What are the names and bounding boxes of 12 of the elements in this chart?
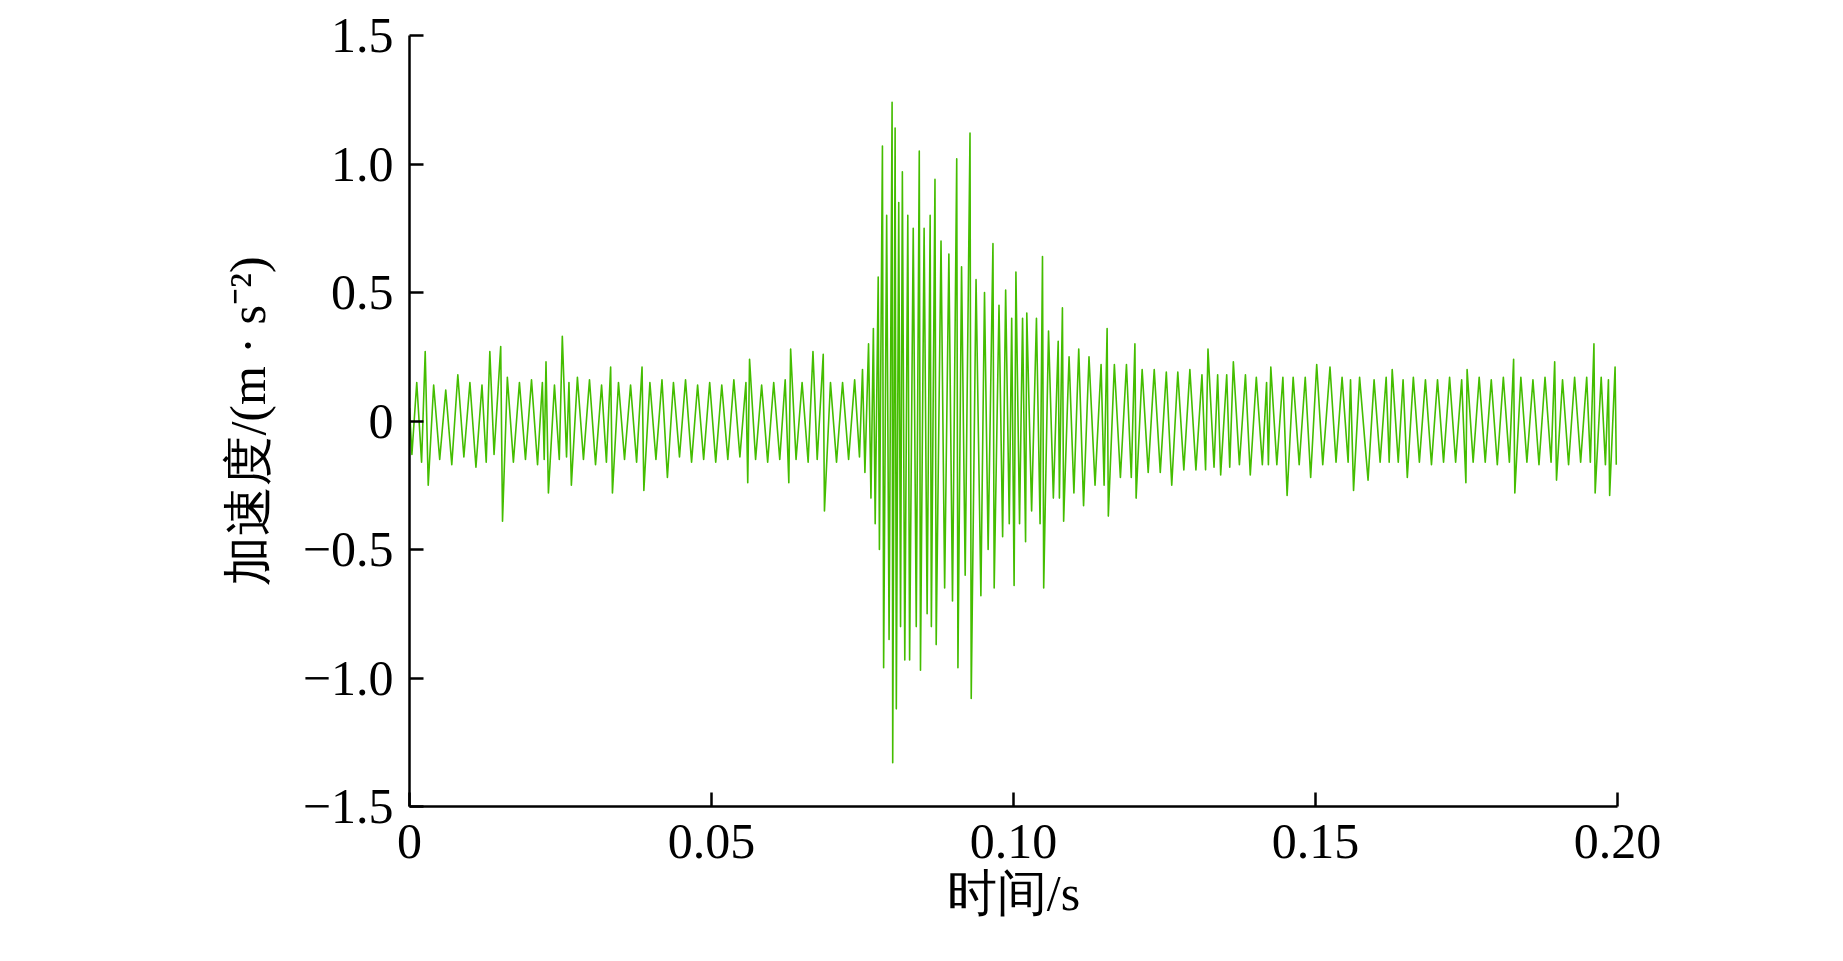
y-axis-title: 加速度/(m · s⁻²) (219, 256, 276, 586)
y-tick-label: −1.0 (302, 649, 394, 706)
y-tick-label: −0.5 (302, 521, 394, 577)
x-tick-label: 0.15 (1271, 812, 1360, 869)
y-tick-label: 0.5 (331, 264, 394, 320)
y-tick-label: 0 (368, 392, 394, 449)
x-tick-label: 0.05 (667, 812, 756, 869)
x-tick-label: 0.20 (1573, 812, 1662, 869)
y-tick-label: 1.5 (331, 7, 394, 63)
y-tick-label: −1.5 (302, 778, 394, 834)
line-series (409, 101, 1618, 764)
y-tick-label: 1.0 (331, 135, 394, 192)
